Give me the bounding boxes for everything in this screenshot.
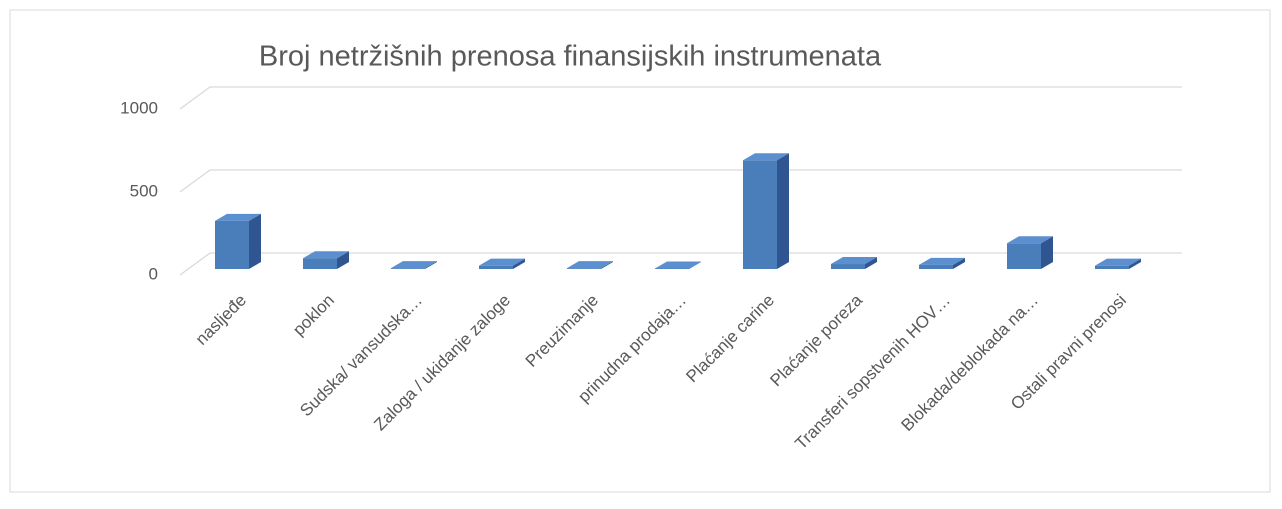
- bar-front: [919, 265, 953, 269]
- bar: [743, 153, 789, 269]
- chart-title: Broj netržišnih prenosa finansijskih ins…: [259, 41, 882, 73]
- bar-front: [831, 264, 865, 269]
- y-tick-label: 0: [149, 264, 158, 283]
- y-tick-label: 500: [130, 181, 158, 200]
- bar: [1007, 236, 1053, 269]
- bar-front: [1095, 266, 1129, 269]
- bar-front: [567, 268, 601, 269]
- bar-front: [303, 258, 337, 269]
- bar-side: [777, 153, 789, 269]
- bar-front: [215, 221, 249, 269]
- y-tick-label: 1000: [120, 98, 158, 117]
- bar-front: [743, 160, 777, 269]
- chart-frame: [10, 10, 1270, 492]
- bar: [215, 214, 261, 269]
- bar-side: [249, 214, 261, 269]
- bar-front: [479, 266, 513, 269]
- bar-front: [391, 268, 425, 269]
- bar-front: [1007, 243, 1041, 269]
